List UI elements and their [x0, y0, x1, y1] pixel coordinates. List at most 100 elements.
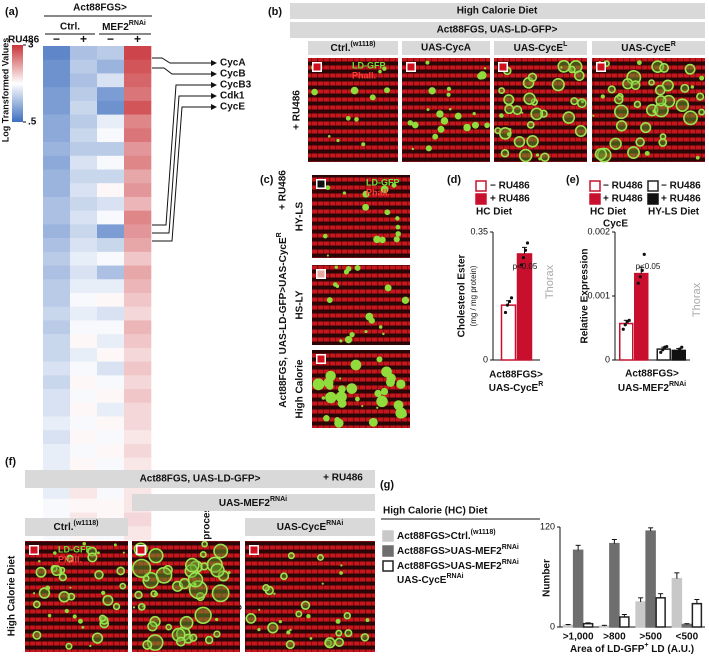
heatmap-cell — [124, 238, 152, 253]
lipid-droplet — [350, 86, 359, 95]
heatmap-cell — [70, 306, 98, 321]
label: HY-LS Diet — [648, 207, 700, 218]
label: RU486 — [8, 35, 40, 46]
heatmap-cell — [97, 306, 125, 321]
lipid-droplet — [384, 284, 392, 292]
text-part: LD (A.U.) — [649, 644, 695, 655]
heatmap-cell — [124, 416, 152, 431]
lipid-droplet — [391, 182, 397, 188]
micrograph-bg — [245, 541, 375, 652]
heatmap-cell — [43, 498, 71, 513]
lipid-droplet — [189, 633, 198, 642]
condition-marker — [250, 546, 258, 554]
micrograph — [308, 58, 398, 162]
lipid-droplet — [201, 540, 208, 548]
heatmap-cell — [97, 279, 125, 294]
lipid-droplet — [165, 623, 173, 631]
lipid-droplet — [648, 79, 655, 86]
heatmap-cell — [70, 361, 98, 376]
data-point — [678, 347, 682, 351]
bar — [655, 597, 666, 628]
label: (e) — [566, 174, 580, 186]
heatmap-cell — [43, 306, 71, 321]
condition-marker — [597, 63, 605, 71]
bar — [634, 272, 649, 361]
heatmap-cell — [124, 169, 152, 184]
lipid-droplet — [334, 637, 345, 647]
data-point — [674, 352, 678, 356]
lipid-droplet — [471, 121, 479, 129]
legend-swatch — [647, 180, 659, 192]
heatmap-cell — [70, 251, 98, 266]
heatmap-cell — [43, 183, 71, 198]
lipid-droplet — [154, 592, 159, 597]
label: HY-LS — [295, 201, 306, 231]
bar — [681, 623, 693, 628]
lipid-droplet — [113, 543, 117, 547]
lipid-droplet — [551, 78, 565, 92]
heatmap-cell — [70, 238, 98, 253]
heatmap-cell — [43, 347, 71, 362]
lipid-droplet — [695, 155, 700, 160]
lipid-droplet — [573, 70, 585, 82]
superscript: RNAi — [129, 20, 146, 27]
lipid-droplet — [257, 627, 261, 632]
connector — [152, 104, 217, 242]
lipid-droplet — [361, 405, 364, 408]
lipid-droplet — [369, 94, 376, 101]
lipid-droplet — [432, 133, 439, 140]
heatmap-cell — [97, 128, 125, 143]
lipid-droplet — [336, 391, 345, 400]
lipid-droplet — [635, 137, 645, 147]
heatmap-cell — [70, 375, 98, 390]
lipid-droplet — [325, 391, 337, 404]
lipid-droplet — [527, 72, 538, 82]
lipid-droplet — [655, 95, 667, 107]
lipid-droplet — [503, 94, 515, 106]
lipid-droplet — [346, 383, 358, 394]
header-box — [308, 41, 398, 55]
lipid-droplet — [101, 590, 106, 596]
lipid-droplet — [262, 584, 270, 592]
heatmap-cell — [124, 334, 152, 349]
data-point — [627, 318, 631, 322]
bar — [562, 624, 574, 628]
text-part: Act88FGS, UAS-LD-GFP>UAS-CycE — [278, 237, 289, 408]
lipid-droplet — [53, 551, 57, 555]
label: Act88FGS>Ctrl.(w1118) — [397, 529, 496, 541]
lipid-droplet — [379, 236, 386, 244]
lipid-droplet — [654, 84, 666, 96]
label: Cdk1 — [220, 91, 245, 102]
lipid-droplet — [355, 396, 360, 402]
lipid-droplet — [91, 632, 104, 644]
heatmap-cell — [43, 210, 71, 225]
label: High Calorie (HC) Diet — [383, 506, 488, 517]
heatmap-cell — [43, 142, 71, 157]
text-part: Act88FGS>UAS-MEF2 — [397, 546, 502, 557]
lipid-droplet — [393, 236, 400, 243]
heatmap-cell — [97, 238, 125, 253]
legend-swatch — [589, 180, 601, 192]
heatmap-cell — [43, 238, 71, 253]
label: 0.002 — [587, 226, 610, 236]
label: Phall. — [352, 70, 376, 80]
lipid-droplet — [38, 560, 41, 563]
lipid-droplet — [285, 639, 295, 650]
lipid-droplet — [504, 104, 515, 115]
label: (f) — [5, 456, 16, 468]
lipid-droplet — [89, 644, 92, 648]
heatmap-cell — [97, 293, 125, 308]
legend-swatch — [647, 193, 659, 205]
lipid-droplet — [362, 190, 370, 198]
header-box — [132, 494, 375, 511]
heatmap-cell — [124, 46, 152, 61]
label: Act88FGS, UAS-LD-GFP>UAS-CycER — [276, 232, 288, 407]
heatmap-cell — [70, 100, 98, 115]
text-part: Act88FGS>UAS-MEF2 — [397, 561, 502, 572]
heatmap-cell — [124, 59, 152, 74]
heatmap-cell — [70, 485, 98, 500]
header-box — [245, 518, 375, 536]
text-part: UAS-CycE — [277, 522, 327, 533]
lipid-droplet — [426, 108, 430, 112]
micrograph — [312, 175, 410, 258]
